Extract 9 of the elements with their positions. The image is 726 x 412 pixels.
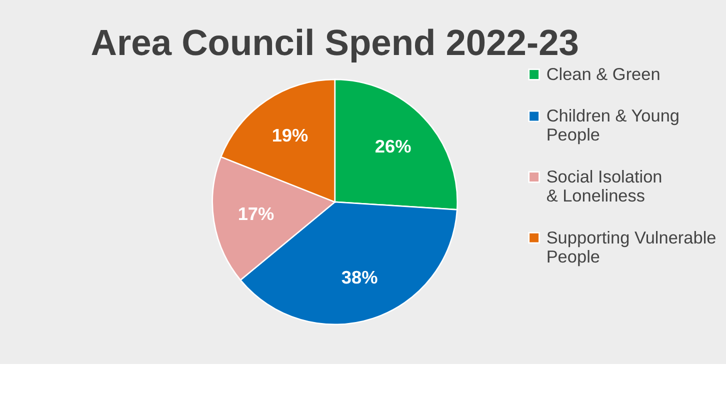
chart-title: Area Council Spend 2022-23	[90, 22, 579, 63]
legend-label: Clean & Green	[546, 64, 660, 84]
data-label: 38%	[341, 267, 378, 288]
legend-label: Children & Young People	[546, 106, 680, 145]
data-label: 19%	[272, 125, 308, 146]
data-label: 17%	[238, 204, 274, 224]
legend-label: Social Isolation & Loneliness	[546, 166, 662, 206]
legend-label: Supporting Vulnerable People	[546, 227, 716, 266]
data-label: 26%	[374, 136, 412, 157]
